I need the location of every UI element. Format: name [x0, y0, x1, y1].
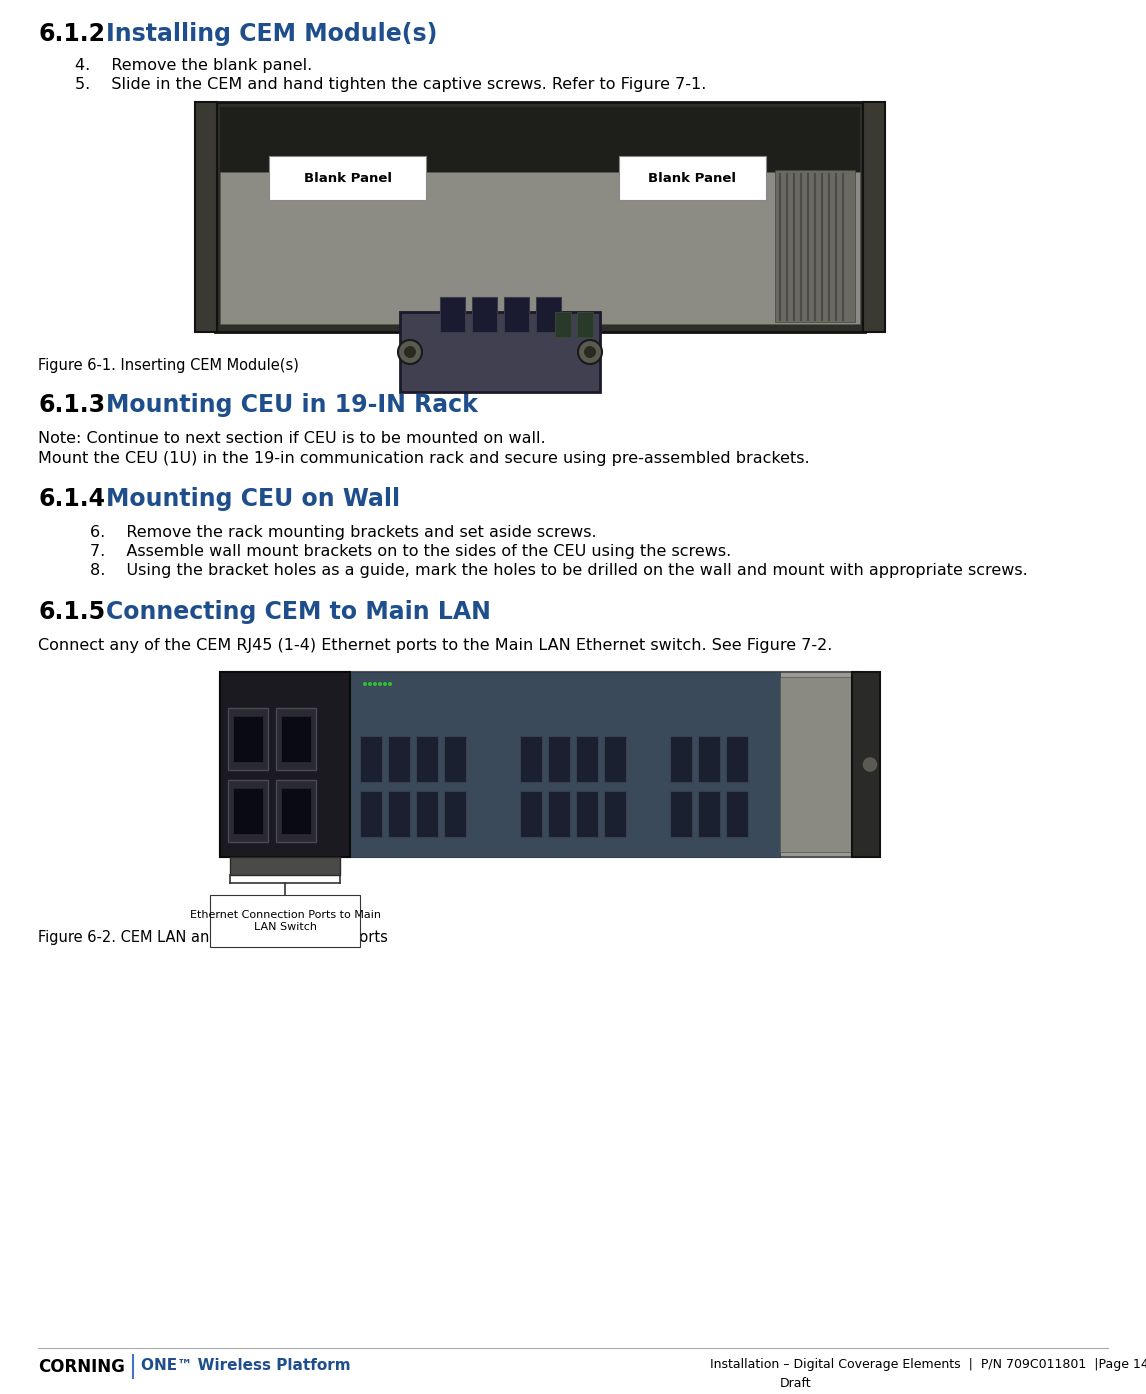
Bar: [851, 672, 880, 857]
Text: 6.1.3: 6.1.3: [38, 393, 105, 417]
Bar: [576, 312, 592, 337]
Circle shape: [388, 682, 392, 686]
Text: Figure 6-1. Inserting CEM Module(s): Figure 6-1. Inserting CEM Module(s): [38, 358, 299, 374]
Bar: [388, 736, 410, 782]
Bar: [548, 790, 570, 836]
Bar: [220, 672, 350, 857]
Text: Connect any of the CEM RJ45 (1-4) Ethernet ports to the Main LAN Ethernet switch: Connect any of the CEM RJ45 (1-4) Ethern…: [38, 638, 832, 652]
Bar: [520, 790, 542, 836]
Bar: [536, 297, 562, 332]
Bar: [444, 790, 466, 836]
Text: Blank Panel: Blank Panel: [304, 171, 392, 184]
Circle shape: [578, 340, 602, 364]
Bar: [548, 736, 570, 782]
Bar: [388, 790, 410, 836]
Circle shape: [378, 682, 382, 686]
FancyBboxPatch shape: [269, 156, 426, 199]
Bar: [670, 736, 692, 782]
Bar: [444, 736, 466, 782]
Text: ONE™ Wireless Platform: ONE™ Wireless Platform: [141, 1358, 351, 1373]
Bar: [604, 790, 626, 836]
Circle shape: [372, 682, 377, 686]
Bar: [360, 736, 382, 782]
Bar: [276, 781, 316, 842]
Text: 6.  Remove the rack mounting brackets and set aside screws.: 6. Remove the rack mounting brackets and…: [91, 526, 597, 539]
Bar: [416, 736, 438, 782]
Circle shape: [368, 682, 372, 686]
Bar: [220, 672, 860, 857]
Bar: [698, 736, 720, 782]
Text: Blank Panel: Blank Panel: [649, 171, 737, 184]
Bar: [195, 102, 217, 332]
Text: 5.  Slide in the CEM and hand tighten the captive screws. Refer to Figure 7-1.: 5. Slide in the CEM and hand tighten the…: [74, 77, 706, 92]
Bar: [215, 102, 865, 332]
Bar: [576, 736, 598, 782]
Bar: [360, 790, 382, 836]
Bar: [281, 788, 311, 834]
Circle shape: [584, 346, 596, 358]
Bar: [727, 736, 748, 782]
Text: Mounting CEU in 19-IN Rack: Mounting CEU in 19-IN Rack: [105, 393, 478, 417]
Bar: [863, 102, 885, 332]
Circle shape: [862, 757, 878, 772]
Bar: [670, 790, 692, 836]
Text: Note: Continue to next section if CEU is to be mounted on wall.: Note: Continue to next section if CEU is…: [38, 431, 545, 446]
Text: Connecting CEM to Main LAN: Connecting CEM to Main LAN: [105, 599, 490, 625]
Bar: [400, 312, 601, 392]
Bar: [576, 790, 598, 836]
Text: Mount the CEU (1U) in the 19-in communication rack and secure using pre-assemble: Mount the CEU (1U) in the 19-in communic…: [38, 452, 809, 466]
Bar: [698, 790, 720, 836]
Bar: [281, 717, 311, 763]
Bar: [780, 677, 851, 852]
Bar: [604, 736, 626, 782]
Text: 6.1.5: 6.1.5: [38, 599, 105, 625]
Bar: [228, 708, 268, 769]
Bar: [233, 788, 262, 834]
Circle shape: [363, 682, 367, 686]
Bar: [775, 170, 855, 322]
Text: CORNING: CORNING: [38, 1358, 125, 1376]
Circle shape: [383, 682, 387, 686]
Text: 8.  Using the bracket holes as a guide, mark the holes to be drilled on the wall: 8. Using the bracket holes as a guide, m…: [91, 563, 1028, 579]
Bar: [220, 107, 860, 171]
Bar: [230, 857, 340, 875]
Text: Installing CEM Module(s): Installing CEM Module(s): [105, 22, 438, 46]
Bar: [440, 297, 465, 332]
Bar: [228, 781, 268, 842]
Bar: [555, 312, 571, 337]
Bar: [504, 297, 529, 332]
Bar: [416, 790, 438, 836]
Bar: [210, 895, 360, 947]
Text: 7.  Assemble wall mount brackets on to the sides of the CEU using the screws.: 7. Assemble wall mount brackets on to th…: [91, 544, 731, 559]
Bar: [350, 672, 780, 857]
Bar: [276, 708, 316, 769]
Bar: [520, 736, 542, 782]
Text: Mounting CEU on Wall: Mounting CEU on Wall: [105, 487, 400, 512]
Bar: [220, 171, 860, 323]
Text: Ethernet Connection Ports to Main
LAN Switch: Ethernet Connection Ports to Main LAN Sw…: [189, 910, 380, 931]
Bar: [472, 297, 497, 332]
FancyBboxPatch shape: [619, 156, 766, 199]
Bar: [233, 717, 262, 763]
Bar: [727, 790, 748, 836]
Text: 6.1.4: 6.1.4: [38, 487, 105, 512]
Circle shape: [405, 346, 416, 358]
Text: 4.  Remove the blank panel.: 4. Remove the blank panel.: [74, 59, 312, 72]
Text: Draft: Draft: [780, 1377, 811, 1390]
Text: 6.1.2: 6.1.2: [38, 22, 105, 46]
Circle shape: [398, 340, 422, 364]
Text: Figure 6-2. CEM LAN and Fiber Connection Ports: Figure 6-2. CEM LAN and Fiber Connection…: [38, 930, 387, 945]
Text: Installation – Digital Coverage Elements  |  P/N 709C011801  |Page 146: Installation – Digital Coverage Elements…: [711, 1358, 1146, 1372]
